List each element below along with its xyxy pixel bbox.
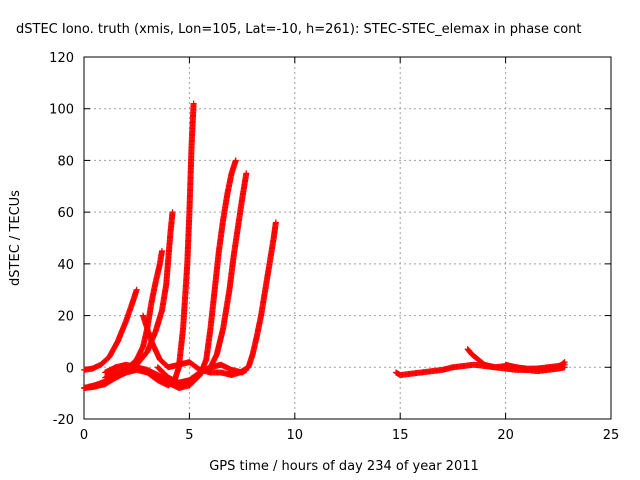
y-tick-label: 100 xyxy=(49,103,74,118)
y-tick-label: 60 xyxy=(57,206,74,221)
data-point xyxy=(133,286,140,293)
x-tick-label: 5 xyxy=(185,428,193,443)
data-point xyxy=(232,157,239,164)
y-tick-label: 20 xyxy=(57,310,74,325)
y-tick-label: 0 xyxy=(66,361,74,376)
x-tick-label: 20 xyxy=(497,428,514,443)
data-point xyxy=(561,364,568,371)
data-point xyxy=(243,366,250,373)
x-tick-label: 25 xyxy=(603,428,620,443)
data-point xyxy=(561,359,568,366)
axis-ticks: 0 5 10 15 20 25 -20 0 20 40 60 80 100 120 xyxy=(49,51,619,443)
y-axis-label: dSTEC / TECUs xyxy=(8,190,23,286)
y-tick-label: 40 xyxy=(57,258,74,273)
y-tick-label: 120 xyxy=(49,51,74,66)
data-points xyxy=(81,100,568,391)
data-point xyxy=(243,170,250,177)
x-tick-label: 0 xyxy=(80,428,88,443)
plot-frame xyxy=(83,56,612,420)
x-tick-label: 15 xyxy=(392,428,409,443)
x-axis-label: GPS time / hours of day 234 of year 2011 xyxy=(209,459,479,474)
chart-title: dSTEC Iono. truth (xmis, Lon=105, Lat=-1… xyxy=(16,22,582,37)
y-tick-label: 80 xyxy=(57,154,74,169)
x-tick-label: 10 xyxy=(287,428,304,443)
y-tick-label: -20 xyxy=(53,413,74,428)
data-point xyxy=(169,209,176,216)
data-point xyxy=(190,100,197,107)
data-point xyxy=(272,219,279,226)
data-point xyxy=(158,247,165,254)
